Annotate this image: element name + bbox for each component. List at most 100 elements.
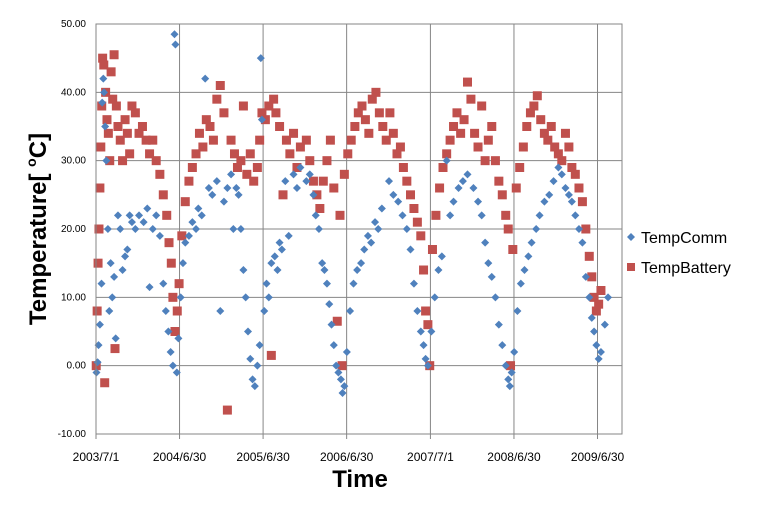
point-tempcomm <box>264 293 273 302</box>
point-tempcomm <box>273 266 282 274</box>
point-tempcomm <box>419 341 428 350</box>
point-tempbattery <box>180 197 190 207</box>
point-tempbattery <box>357 101 367 111</box>
point-tempcomm <box>371 218 380 227</box>
point-tempbattery <box>337 361 347 371</box>
point-tempbattery <box>381 135 391 145</box>
point-tempbattery <box>219 108 229 118</box>
point-tempbattery <box>522 122 532 131</box>
point-tempbattery <box>118 156 128 166</box>
point-tempbattery <box>466 94 476 104</box>
point-tempbattery <box>162 210 172 220</box>
point-tempbattery <box>110 344 120 354</box>
point-tempbattery <box>506 361 516 371</box>
point-tempcomm <box>535 211 544 220</box>
y-tick-label: 20.00 <box>61 224 86 235</box>
point-tempcomm <box>309 190 318 199</box>
y-tick-label: 10.00 <box>61 292 86 303</box>
point-tempbattery <box>329 183 339 193</box>
point-tempbattery <box>98 53 108 63</box>
legend: TempComm TempBattery <box>627 230 731 277</box>
point-tempbattery <box>127 101 137 111</box>
point-tempbattery <box>100 378 110 388</box>
point-tempcomm <box>458 177 467 186</box>
point-tempcomm <box>311 211 320 220</box>
point-tempcomm <box>549 177 558 186</box>
point-tempbattery <box>264 101 274 111</box>
point-tempcomm <box>257 115 266 124</box>
point-tempbattery <box>335 210 345 220</box>
series-tempbattery <box>91 50 606 415</box>
point-tempcomm <box>127 218 136 227</box>
point-tempcomm <box>204 184 213 192</box>
point-tempcomm <box>398 211 407 220</box>
point-tempbattery <box>367 94 377 104</box>
point-tempcomm <box>166 348 175 356</box>
point-tempcomm <box>581 272 590 281</box>
point-tempcomm <box>604 293 613 302</box>
point-tempbattery <box>388 128 398 138</box>
point-tempbattery <box>322 156 332 166</box>
point-tempbattery <box>385 108 395 118</box>
point-tempbattery <box>550 142 560 152</box>
point-tempcomm <box>427 327 436 336</box>
point-tempbattery <box>539 128 549 138</box>
point-tempbattery <box>346 135 356 145</box>
point-tempbattery <box>596 286 606 295</box>
point-tempbattery <box>201 115 211 125</box>
point-tempcomm <box>363 231 372 240</box>
point-tempbattery <box>269 94 279 104</box>
point-tempcomm <box>446 211 455 220</box>
x-tick-label: 2007/7/1 <box>407 450 454 464</box>
point-tempbattery <box>318 176 328 186</box>
point-tempcomm <box>168 361 177 370</box>
point-tempbattery <box>232 163 242 172</box>
point-tempbattery <box>187 163 197 172</box>
point-tempbattery <box>222 405 232 415</box>
point-tempcomm <box>111 334 120 343</box>
point-tempbattery <box>315 204 325 213</box>
point-tempbattery <box>145 149 155 159</box>
point-tempcomm <box>487 272 496 281</box>
point-tempbattery <box>416 231 426 241</box>
point-tempcomm <box>161 307 170 315</box>
point-tempcomm <box>152 211 161 220</box>
point-tempcomm <box>437 252 446 261</box>
point-tempcomm <box>463 170 472 179</box>
point-tempbattery <box>148 135 158 145</box>
point-tempcomm <box>389 190 398 199</box>
point-tempcomm <box>481 238 490 247</box>
point-tempbattery <box>570 169 580 179</box>
point-tempbattery <box>490 156 500 166</box>
point-tempcomm <box>248 375 257 384</box>
point-tempcomm <box>340 382 349 391</box>
point-tempbattery <box>494 176 504 186</box>
point-tempcomm <box>118 266 127 274</box>
point-tempcomm <box>501 361 510 370</box>
point-tempcomm <box>554 163 563 172</box>
point-tempbattery <box>108 94 118 104</box>
legend-marker-tempcomm <box>627 233 635 241</box>
point-tempbattery <box>343 149 353 159</box>
point-tempcomm <box>229 225 238 233</box>
point-tempcomm <box>320 266 329 274</box>
point-tempbattery <box>587 272 597 282</box>
point-tempcomm <box>318 259 327 268</box>
point-tempbattery <box>406 190 416 200</box>
point-tempcomm <box>170 30 179 39</box>
point-tempbattery <box>301 135 311 145</box>
point-tempcomm <box>329 341 338 350</box>
point-tempcomm <box>367 238 376 247</box>
point-tempbattery <box>589 292 599 302</box>
legend-label-tempcomm: TempComm <box>641 230 727 247</box>
point-tempcomm <box>585 293 594 302</box>
point-tempbattery <box>94 224 104 234</box>
point-tempbattery <box>245 149 255 159</box>
x-axis-title: Time <box>332 466 388 493</box>
point-tempbattery <box>208 135 218 145</box>
point-tempcomm <box>532 225 541 233</box>
point-tempcomm <box>197 211 206 220</box>
point-tempcomm <box>102 156 111 165</box>
point-tempbattery <box>308 176 318 186</box>
point-tempcomm <box>592 341 601 350</box>
